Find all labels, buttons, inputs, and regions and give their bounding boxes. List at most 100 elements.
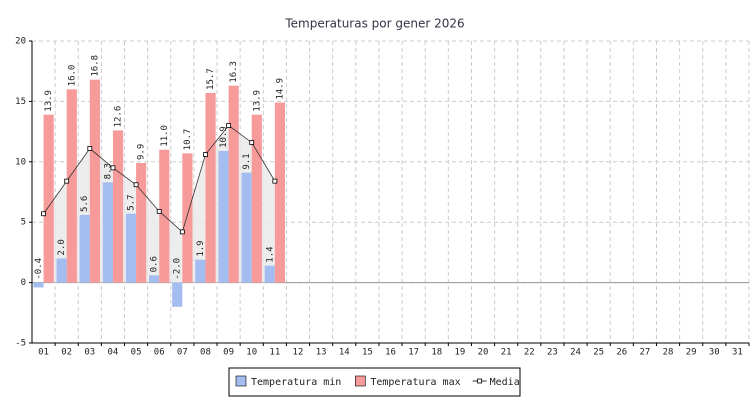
bar <box>112 130 124 283</box>
bar <box>79 214 90 283</box>
legend-swatch <box>235 375 247 387</box>
x-tick-label: 21 <box>501 348 512 358</box>
x-tick-label: 07 <box>177 348 188 358</box>
x-tick-label: 18 <box>431 348 442 358</box>
x-tick-label: 23 <box>547 348 558 358</box>
x-tick-label: 28 <box>663 348 674 358</box>
x-tick-label: 11 <box>269 348 280 358</box>
line-point <box>133 182 139 188</box>
line-point <box>41 211 46 217</box>
legend-label: Media <box>490 377 520 388</box>
x-tick-label: 17 <box>408 348 419 358</box>
line-point <box>179 229 185 235</box>
data-label: -2.0 <box>173 258 183 280</box>
x-tick-label: 06 <box>154 348 165 358</box>
x-tick-label: 20 <box>478 348 489 358</box>
x-tick-label: 13 <box>316 348 327 358</box>
data-label: 12.6 <box>114 106 124 128</box>
data-label: 10.9 <box>219 126 229 148</box>
bar <box>251 114 262 283</box>
line-point <box>156 208 162 214</box>
line-point <box>203 152 208 157</box>
y-tick-label: 5 <box>21 218 26 228</box>
x-tick-label: 12 <box>293 348 304 358</box>
bar <box>205 92 216 283</box>
line-point <box>249 140 255 145</box>
x-tick-label: 25 <box>593 348 604 358</box>
legend-swatch <box>477 378 483 384</box>
x-tick-label: 27 <box>639 348 650 358</box>
legend-swatch <box>355 375 366 387</box>
data-label: 2.0 <box>57 239 67 255</box>
bar <box>172 282 183 307</box>
line-area <box>43 125 275 283</box>
x-tick-label: 14 <box>339 348 350 358</box>
x-tick-label: 02 <box>61 348 72 358</box>
legend-label: Temperatura min <box>251 377 341 388</box>
bar <box>89 79 100 283</box>
x-tick-label: 26 <box>616 348 627 358</box>
bar <box>125 213 137 283</box>
line-point <box>226 123 231 128</box>
data-label: 16.8 <box>90 55 100 77</box>
x-tick-label: 08 <box>200 348 211 358</box>
line-point <box>87 146 93 151</box>
x-tick-label: 10 <box>246 348 257 358</box>
y-tick-label: 10 <box>15 157 26 167</box>
x-tick-label: 09 <box>223 348 234 358</box>
data-label: 10.7 <box>183 129 193 151</box>
bar <box>274 102 286 283</box>
bar <box>241 172 252 283</box>
legend-label: Temperatura max <box>370 377 460 388</box>
bar <box>33 282 44 288</box>
data-label: 9.9 <box>137 144 147 160</box>
y-tick-label: 15 <box>15 97 26 107</box>
line-point <box>110 165 116 171</box>
x-tick-label: 24 <box>570 348 581 358</box>
data-label: 11.0 <box>160 125 170 147</box>
y-tick-label: 0 <box>21 278 26 288</box>
data-label: -0.4 <box>34 258 44 280</box>
data-label: 5.7 <box>126 194 136 210</box>
bar <box>228 85 239 283</box>
data-label: 9.1 <box>242 153 252 169</box>
bar <box>182 153 193 283</box>
x-tick-label: 03 <box>84 348 95 358</box>
bar <box>195 259 206 283</box>
data-label: 13.9 <box>252 90 262 112</box>
data-label: 14.9 <box>275 78 285 100</box>
x-tick-label: 05 <box>131 348 142 358</box>
y-tick-label: 20 <box>15 37 26 47</box>
x-tick-label: 19 <box>454 348 465 358</box>
bar <box>56 258 67 283</box>
bar <box>218 150 229 283</box>
bar <box>149 275 160 283</box>
bar <box>66 89 77 283</box>
chart-title: Temperaturas por gener 2026 <box>284 17 464 31</box>
data-label: 0.6 <box>150 256 160 272</box>
data-label: 1.9 <box>196 240 206 256</box>
data-label: 16.0 <box>67 65 77 87</box>
y-tick-label: -5 <box>15 339 26 349</box>
bar <box>43 114 54 283</box>
bar <box>264 265 275 283</box>
data-label: 13.9 <box>44 90 54 112</box>
bar <box>136 163 147 283</box>
data-label: 15.7 <box>206 68 216 90</box>
data-label: 16.3 <box>229 61 239 83</box>
x-tick-label: 04 <box>108 348 119 358</box>
bar <box>102 182 113 283</box>
data-label: 5.6 <box>80 196 90 212</box>
line-point <box>272 178 278 184</box>
legend-box <box>228 367 521 397</box>
x-tick-label: 29 <box>686 348 697 358</box>
x-tick-label: 31 <box>732 348 743 358</box>
x-tick-label: 22 <box>524 348 535 358</box>
x-tick-label: 15 <box>362 348 373 358</box>
x-tick-label: 01 <box>38 348 49 358</box>
x-tick-label: 30 <box>709 348 720 358</box>
x-tick-label: 16 <box>385 348 396 358</box>
data-label: 8.3 <box>103 163 113 179</box>
line-point <box>64 178 70 184</box>
